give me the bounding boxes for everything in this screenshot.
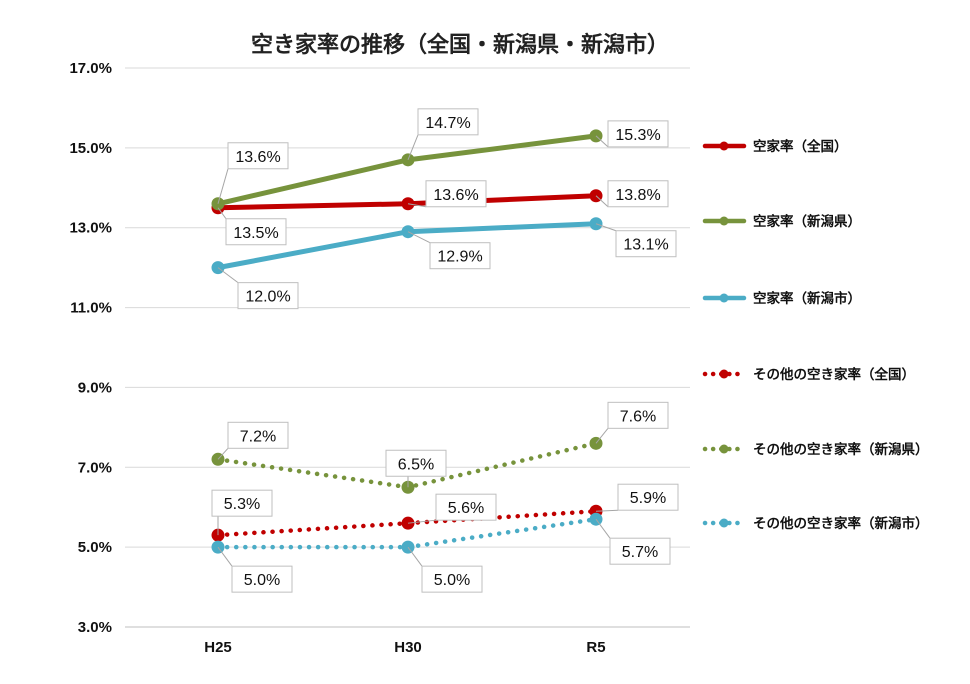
data-label: 14.7%	[425, 115, 470, 132]
leader-line	[217, 546, 233, 567]
data-label: 5.3%	[224, 496, 260, 513]
data-label: 15.3%	[615, 127, 660, 144]
chart-title: 空き家率の推移（全国・新潟県・新潟市）	[250, 33, 669, 58]
x-tick-label: H25	[204, 639, 232, 656]
data-label-box	[385, 449, 447, 477]
x-tick-label: R5	[586, 639, 605, 656]
data-label: 12.9%	[437, 249, 482, 266]
leader-line	[407, 134, 419, 161]
y-tick-label: 15.0%	[69, 140, 112, 157]
leader-line	[595, 428, 609, 444]
data-label: 5.0%	[244, 572, 280, 589]
data-label: 7.6%	[620, 408, 656, 425]
data-label: 13.8%	[615, 187, 660, 204]
data-label-box	[429, 242, 491, 270]
data-label: 6.5%	[398, 456, 434, 473]
data-label: 5.7%	[622, 544, 658, 561]
data-label-box	[417, 108, 479, 136]
legend-marker	[719, 444, 729, 454]
data-label-box	[237, 282, 299, 310]
leader-line	[407, 231, 431, 244]
data-label: 13.1%	[623, 237, 668, 254]
leader-line	[595, 223, 617, 232]
leader-line	[217, 168, 229, 204]
data-label: 5.6%	[448, 500, 484, 517]
data-label-box	[227, 142, 289, 170]
y-tick-label: 5.0%	[78, 539, 112, 556]
data-label: 13.6%	[433, 187, 478, 204]
leader-line	[217, 207, 227, 220]
legend-label: 空家率（全国）	[753, 138, 848, 155]
legend-marker	[719, 293, 729, 303]
data-label-box	[211, 489, 273, 517]
data-label-box	[607, 120, 669, 148]
x-tick-label: H30	[394, 639, 422, 656]
leader-line	[217, 267, 239, 284]
legend-label: 空家率（新潟県）	[753, 213, 861, 230]
leader-line	[595, 509, 619, 512]
legend-marker	[719, 518, 729, 528]
leader-line	[595, 195, 609, 208]
y-tick-label: 17.0%	[69, 60, 112, 77]
leader-line	[407, 519, 437, 524]
legend-label: その他の空き家率（全国）	[753, 366, 915, 383]
data-label-box	[617, 483, 679, 511]
legend-label: 空家率（新潟市）	[753, 290, 861, 307]
data-label: 13.6%	[235, 149, 280, 166]
y-tick-label: 3.0%	[78, 619, 112, 636]
data-label-box	[609, 537, 671, 565]
data-label: 7.2%	[240, 428, 276, 445]
legend-label: その他の空き家率（新潟県）	[753, 441, 929, 458]
y-axis: 17.0% 15.0% 13.0% 11.0% 9.0% 7.0% 5.0% 3.0%	[69, 60, 112, 636]
leader-line	[217, 447, 229, 460]
legend-marker	[719, 141, 729, 151]
x-axis: H25 H30 R5	[204, 639, 605, 656]
data-labels: 13.5% 13.6% 13.8% 13.6% 14.7% 15.3% 12.0% 12.9%…	[211, 108, 679, 593]
y-tick-label: 11.0%	[70, 300, 112, 317]
data-label-box	[615, 230, 677, 258]
data-label-box	[225, 218, 287, 246]
y-tick-label: 9.0%	[78, 379, 112, 396]
leader-line	[595, 518, 611, 539]
legend: 空家率（全国） 空家率（新潟県） 空家率（新潟市） その他の空き家率（全国） その他の空…	[702, 138, 929, 532]
data-label-box	[227, 421, 289, 449]
leader-line	[595, 135, 609, 148]
legend-marker	[719, 369, 729, 379]
data-label-box	[435, 493, 497, 521]
data-label-box	[421, 565, 483, 593]
data-label: 5.9%	[630, 490, 666, 507]
data-label-box	[231, 565, 293, 593]
leader-line	[407, 203, 427, 208]
legend-marker	[719, 216, 729, 226]
data-label: 5.0%	[434, 572, 470, 589]
y-tick-label: 13.0%	[69, 220, 112, 237]
y-tick-label: 7.0%	[78, 459, 112, 476]
leader-line	[407, 546, 423, 567]
legend-label: その他の空き家率（新潟市）	[753, 515, 929, 532]
data-label: 13.5%	[233, 225, 278, 242]
data-label-box	[607, 401, 669, 429]
data-label: 12.0%	[245, 289, 290, 306]
data-label-box	[607, 180, 669, 208]
data-label-box	[425, 180, 487, 208]
